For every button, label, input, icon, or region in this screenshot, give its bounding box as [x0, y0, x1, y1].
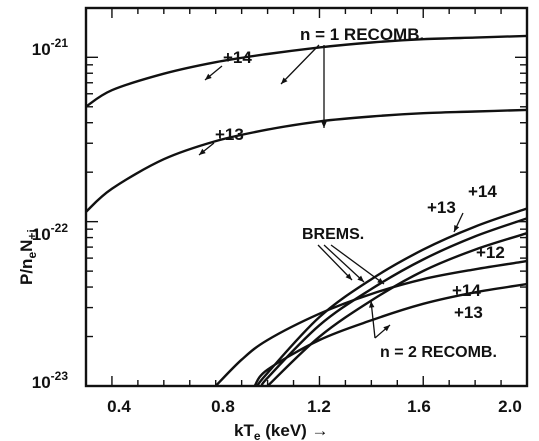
arrow-brems-2-head	[357, 275, 364, 282]
series-line-1	[85, 108, 528, 213]
x-tick-label-1.2: 1.2	[307, 397, 331, 416]
arrow-br-plus14-head	[454, 225, 460, 232]
arrow-brems-3-head	[377, 278, 384, 284]
n1-plus13-label: +13	[215, 125, 244, 144]
brems-plus13-label: +13	[427, 198, 456, 217]
brems-label: BREMS.	[302, 226, 364, 243]
series-line-2	[256, 207, 528, 387]
arrow-brems-3	[330, 244, 385, 285]
arrow-n1-to-plus14-head	[281, 77, 288, 84]
x-tick-label-0.4: 0.4	[107, 397, 131, 416]
series-line-5	[214, 259, 528, 387]
n2-recomb-label: n = 2 RECOMB.	[380, 344, 497, 361]
arrow-plus14-pointer-head	[205, 73, 212, 80]
x-tick-label-1.6: 1.6	[407, 397, 431, 416]
series-line-3	[260, 217, 528, 387]
y-tick-label-23: 10-23	[32, 369, 69, 392]
n1-plus14-label: +14	[223, 48, 252, 67]
arrow-brems-2	[323, 244, 365, 283]
series-line-0	[85, 34, 528, 108]
n1-recomb-label: n = 1 RECOMB.	[300, 25, 424, 44]
x-tick-label-0.8: 0.8	[211, 397, 235, 416]
arrow-plus13-pointer-head	[199, 148, 206, 155]
arrow-brems-1	[317, 244, 353, 281]
arrows-layer	[198, 44, 464, 339]
brems-plus14-label: +14	[468, 182, 497, 201]
plot-frame	[84, 6, 529, 388]
y-tick-label-21: 10-21	[32, 36, 69, 59]
curves-layer	[85, 34, 528, 387]
arrow-brems-1-head	[345, 273, 352, 280]
arrow-n2-right-head	[383, 325, 390, 332]
y-axis-label: P/neN+i	[17, 229, 39, 285]
arrow-n1-to-plus13-head	[321, 121, 327, 128]
n2-plus14-label: +14	[452, 281, 481, 300]
n2-plus13-label: +13	[454, 303, 483, 322]
series-line-6	[253, 282, 528, 387]
arrow-n1-to-plus14	[280, 44, 320, 85]
x-axis-label: kTe (keV) →	[234, 421, 329, 441]
x-tick-label-2.0: 2.0	[498, 397, 522, 416]
arrow-n2-up-head	[369, 301, 375, 308]
brems-plus12-label: +12	[476, 243, 505, 262]
y-tick-label-22: 10-22	[32, 221, 69, 244]
